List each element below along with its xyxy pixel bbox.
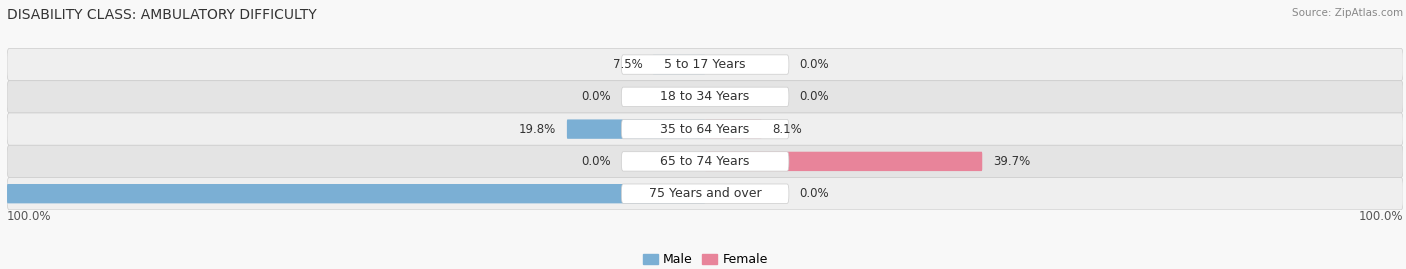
FancyBboxPatch shape: [706, 152, 983, 171]
FancyBboxPatch shape: [567, 119, 706, 139]
FancyBboxPatch shape: [7, 184, 706, 203]
Text: 0.0%: 0.0%: [800, 90, 830, 103]
Text: 0.0%: 0.0%: [581, 155, 610, 168]
FancyBboxPatch shape: [7, 48, 1403, 81]
Text: 0.0%: 0.0%: [581, 90, 610, 103]
Text: 75 Years and over: 75 Years and over: [648, 187, 762, 200]
FancyBboxPatch shape: [7, 178, 1403, 210]
FancyBboxPatch shape: [621, 87, 789, 107]
Text: 65 to 74 Years: 65 to 74 Years: [661, 155, 749, 168]
FancyBboxPatch shape: [7, 113, 1403, 145]
Text: 0.0%: 0.0%: [800, 58, 830, 71]
FancyBboxPatch shape: [7, 145, 1403, 178]
Text: 100.0%: 100.0%: [1358, 210, 1403, 223]
FancyBboxPatch shape: [652, 55, 706, 74]
Text: 19.8%: 19.8%: [519, 123, 557, 136]
Text: 100.0%: 100.0%: [7, 210, 52, 223]
Text: DISABILITY CLASS: AMBULATORY DIFFICULTY: DISABILITY CLASS: AMBULATORY DIFFICULTY: [7, 8, 316, 22]
Text: 39.7%: 39.7%: [993, 155, 1031, 168]
Text: 0.0%: 0.0%: [800, 187, 830, 200]
FancyBboxPatch shape: [621, 55, 789, 74]
FancyBboxPatch shape: [7, 81, 1403, 113]
Text: 5 to 17 Years: 5 to 17 Years: [665, 58, 745, 71]
FancyBboxPatch shape: [621, 184, 789, 203]
Text: Source: ZipAtlas.com: Source: ZipAtlas.com: [1292, 8, 1403, 18]
Legend: Male, Female: Male, Female: [637, 248, 773, 269]
Text: 35 to 64 Years: 35 to 64 Years: [661, 123, 749, 136]
Text: 18 to 34 Years: 18 to 34 Years: [661, 90, 749, 103]
Text: 8.1%: 8.1%: [772, 123, 801, 136]
FancyBboxPatch shape: [621, 119, 789, 139]
FancyBboxPatch shape: [706, 119, 762, 139]
FancyBboxPatch shape: [621, 152, 789, 171]
Text: 7.5%: 7.5%: [613, 58, 643, 71]
